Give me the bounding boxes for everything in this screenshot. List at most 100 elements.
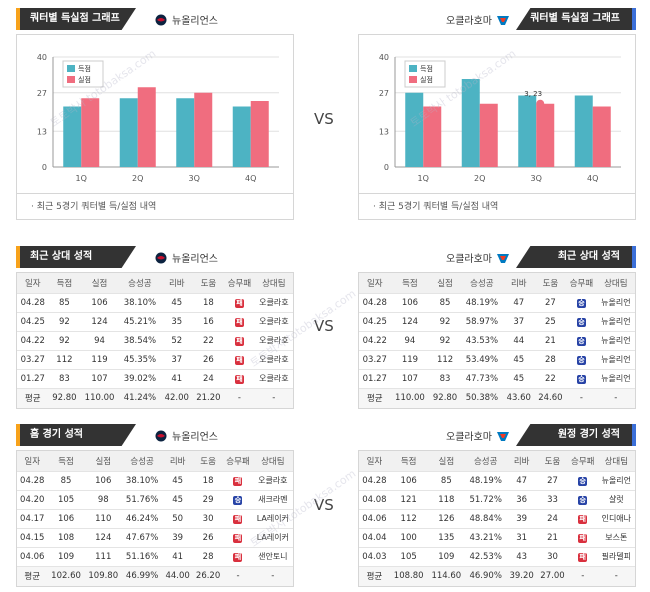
table-row[interactable]: 04.28 106 85 48.19% 47 27 승 뉴올리언 [359, 292, 635, 312]
legend-swatch [409, 76, 417, 83]
table-cell: 18 [192, 292, 225, 312]
table-row[interactable]: 04.17 106 110 46.24% 50 30 패 LA레이커 [17, 508, 293, 528]
table-cell: 42.53% [465, 546, 507, 566]
result-cell: 승 [567, 470, 598, 490]
table-cell: 124 [80, 311, 119, 331]
table-cell: 48.19% [460, 292, 503, 312]
table-cell: 51.72% [465, 489, 507, 509]
average-cell: 39.20 [506, 565, 538, 586]
table-row[interactable]: 04.04 100 135 43.21% 31 21 패 보스톤 [359, 527, 635, 547]
right-away-panel: 오클라호마 원정 경기 성적 일자 득점 실점 승성공 리바 도움 승무패 상대팀 04.28 1… [358, 424, 636, 587]
table-cell: 33 [537, 489, 568, 509]
average-cell: 110.00 [390, 387, 430, 408]
left-recent-tab[interactable]: 최근 상대 성적 [16, 246, 136, 268]
x-tick-label: 1Q [418, 174, 429, 183]
column-header: 일자 [359, 451, 390, 471]
column-header: 도움 [537, 451, 568, 471]
left-chart-tab[interactable]: 쿼터별 득실점 그래프 [16, 8, 136, 30]
column-header: 상대팀 [254, 273, 293, 293]
table-cell: 94 [80, 330, 119, 350]
loss-badge: 패 [233, 552, 243, 562]
table-row[interactable]: 04.28 85 106 38.10% 45 18 패 오클라호 [17, 470, 293, 490]
table-cell: 47 [506, 470, 538, 490]
right-quarter-chart-panel: 오클라호마 쿼터별 득실점 그래프 0 13 27 40 1Q 2Q 3Q 4Q 득점 실점 3, … [358, 8, 636, 220]
table-cell: 85 [47, 470, 85, 490]
average-cell: 102.60 [47, 565, 85, 586]
right-recent-tab[interactable]: 최근 상대 성적 [516, 246, 636, 268]
bar-score [518, 95, 537, 167]
right-recent-table: 일자 득점 실점 승성공 리바 도움 승무패 상대팀 04.28 106 85 48.19% 47 27 승… [359, 273, 635, 408]
opponent-cell: 뉴올리언 [596, 292, 635, 312]
table-row[interactable]: 04.28 106 85 48.19% 47 27 승 뉴올리언 [359, 470, 635, 490]
vs-label-1: VS [314, 110, 334, 128]
right-team-label: 오클라호마 [446, 12, 510, 27]
table-row[interactable]: 04.06 109 111 51.16% 41 28 패 샌안토니 [17, 546, 293, 566]
bar-allowed [536, 103, 555, 167]
y-tick-label: 0 [42, 163, 47, 172]
table-header-row: 일자 득점 실점 승성공 리바 도움 승무패 상대팀 [17, 451, 293, 471]
table-cell: 38.10% [121, 470, 163, 490]
result-cell: 승 [566, 292, 597, 312]
table-cell: 45 [162, 470, 193, 490]
opponent-cell: 뉴올리언 [596, 368, 635, 388]
table-cell: 24 [537, 508, 568, 528]
table-cell: 36 [506, 489, 538, 509]
result-cell: 패 [223, 527, 253, 547]
table-row[interactable]: 04.03 105 109 42.53% 43 30 패 필라델피 [359, 546, 635, 566]
table-row[interactable]: 03.27 112 119 45.35% 37 26 패 오클라호 [17, 349, 293, 369]
result-cell: 승 [223, 489, 253, 509]
loss-badge: 패 [234, 317, 244, 327]
result-cell: 패 [224, 368, 255, 388]
table-cell: 85 [48, 292, 81, 312]
hover-tooltip: 3, 23 [524, 90, 542, 98]
table-row[interactable]: 04.08 121 118 51.72% 36 33 승 샬럿 [359, 489, 635, 509]
average-cell: 평균 [359, 387, 391, 408]
bar-score [574, 95, 593, 167]
table-cell: 38.10% [118, 292, 161, 312]
table-row[interactable]: 04.28 85 106 38.10% 45 18 패 오클라호 [17, 292, 293, 312]
table-cell: 119 [390, 349, 430, 369]
average-cell: - [567, 565, 598, 586]
table-row[interactable]: 04.06 112 126 48.84% 39 24 패 인디애나 [359, 508, 635, 528]
table-cell: 46.24% [121, 508, 163, 528]
table-row[interactable]: 03.27 119 112 53.49% 45 28 승 뉴올리언 [359, 349, 635, 369]
average-row: 평균 110.00 92.80 50.38% 43.60 24.60- - [359, 387, 635, 408]
table-row[interactable]: 04.22 92 94 38.54% 52 22 패 오클라호 [17, 330, 293, 350]
average-cell: 평균 [17, 565, 48, 586]
thunder-logo-icon [497, 15, 509, 25]
hover-point [536, 99, 545, 108]
table-cell: 48.84% [465, 508, 507, 528]
legend-label: 실점 [420, 75, 433, 84]
table-cell: 58.97% [460, 311, 503, 331]
table-cell: 112 [429, 349, 461, 369]
table-cell: 35 [160, 311, 193, 331]
table-row[interactable]: 01.27 107 83 47.73% 45 22 승 뉴올리언 [359, 368, 635, 388]
table-row[interactable]: 04.15 108 124 47.67% 39 26 패 LA레이커 [17, 527, 293, 547]
average-cell: 92.80 [48, 387, 81, 408]
table-row[interactable]: 04.20 105 98 51.76% 45 29 승 새크라멘 [17, 489, 293, 509]
table-row[interactable]: 04.25 124 92 58.97% 37 25 승 뉴올리언 [359, 311, 635, 331]
left-recent-team: 뉴올리언스 [154, 250, 218, 265]
opponent-cell: 인디애나 [597, 508, 635, 528]
table-row[interactable]: 04.22 94 92 43.53% 44 21 승 뉴올리언 [359, 330, 635, 350]
table-cell: 47.67% [121, 527, 163, 547]
column-header: 득점 [48, 273, 81, 293]
table-cell: 04.20 [17, 489, 48, 509]
bar-allowed [194, 92, 213, 167]
table-row[interactable]: 04.25 92 124 45.21% 35 16 패 오클라호 [17, 311, 293, 331]
y-tick-label: 40 [37, 53, 47, 62]
table-cell: 45 [502, 368, 535, 388]
loss-badge: 패 [578, 514, 588, 524]
table-cell: 94 [390, 330, 430, 350]
right-chart-tab[interactable]: 쿼터별 득실점 그래프 [516, 8, 636, 30]
left-home-tab[interactable]: 홈 경기 성적 [16, 424, 136, 446]
table-cell: 04.28 [359, 292, 391, 312]
opponent-cell: 샌안토니 [252, 546, 293, 566]
average-cell: - [597, 565, 635, 586]
loss-badge: 패 [234, 336, 244, 346]
table-row[interactable]: 01.27 83 107 39.02% 41 24 패 오클라호 [17, 368, 293, 388]
right-away-tab[interactable]: 원정 경기 성적 [516, 424, 636, 446]
column-header: 도움 [192, 451, 224, 471]
left-home-table: 일자 득점 실점 승성공 리바 도움 승무패 상대팀 04.28 85 106 38.10% 45 18 패… [17, 451, 293, 586]
